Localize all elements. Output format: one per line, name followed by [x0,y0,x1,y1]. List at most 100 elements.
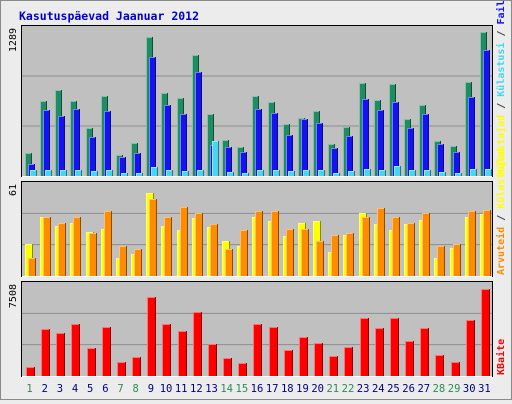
bar-middle-Arvuteid-day-21-fill [331,235,339,276]
bar-top-Faile-day-11-fill [180,114,187,176]
bar-top-Külastusi-day-12-fill [197,170,204,176]
bar-top-Faile-day-16 [255,109,262,176]
bar-top-Faile-day-15-fill [240,152,247,176]
bar-middle-Arvuteid-day-3 [58,223,66,276]
bar-bottom-KBaite-day-5 [87,348,96,376]
panel-bottom-legend: KBaite [495,339,507,375]
bar-bottom-KBaite-day-7-fill [117,362,126,376]
bar-middle-Arvuteid-day-22 [346,233,354,276]
bar-top-Faile-day-10-fill [164,105,171,176]
legend-segment: / [496,24,507,42]
bar-middle-Arvuteid-day-16 [255,211,263,276]
x-tick-label: 26 [402,383,415,395]
bar-top-Külastusi-day-22-fill [348,171,355,176]
legend-segment: KBaite [495,339,507,375]
bar-middle-Arvuteid-day-12-fill [195,213,203,276]
bar-middle-Arvuteid-day-10-fill [164,217,172,276]
bar-top-Külastusi-day-1 [30,170,37,176]
bar-middle-Arvuteid-day-11-fill [180,207,188,276]
bar-top-Külastusi-day-27 [424,170,431,176]
bar-middle-Arvuteid-day-26-fill [407,223,415,276]
x-tick-label: 6 [102,383,108,395]
legend-segment: / [496,97,507,115]
bar-middle-Arvuteid-day-17 [271,211,279,276]
panel-top-legend: Külastajad / Külastusi / Faile / Pöördum… [495,0,507,175]
bar-top-Külastusi-day-22 [348,171,355,176]
x-tick-label: 30 [463,383,476,395]
bar-bottom-KBaite-day-14-fill [223,358,232,376]
bar-middle-Arvuteid-day-15 [240,230,248,276]
bar-middle-Arvuteid-day-31 [483,210,491,276]
x-tick-label: 13 [205,383,218,395]
bar-middle-Arvuteid-day-20 [316,241,324,276]
bar-bottom-KBaite-day-18 [284,350,293,376]
bar-bottom-KBaite-day-15-fill [238,363,247,376]
bar-top-Faile-day-21-fill [331,148,338,176]
bar-bottom-KBaite-day-16 [253,324,262,376]
bar-middle-Arvuteid-day-31-fill [483,210,491,276]
legend-segment: / [496,209,507,227]
bar-middle-Arvuteid-day-7 [119,246,127,276]
x-tick-label: 10 [160,383,173,395]
bar-middle-Arvuteid-day-10 [164,217,172,276]
bar-middle-Arvuteid-day-7-fill [119,246,127,276]
bar-bottom-KBaite-day-26 [405,341,414,376]
bar-top-Külastusi-day-28-fill [439,172,446,176]
bar-bottom-KBaite-day-30-fill [466,320,475,376]
bar-top-Külastusi-day-27-fill [424,170,431,176]
bar-top-Külastusi-day-5-fill [91,171,98,176]
bar-middle-Arvuteid-day-24-fill [377,208,385,276]
bar-top-Külastusi-day-19-fill [303,170,310,176]
bar-top-Külastusi-day-25-fill [394,166,401,176]
bar-top-Külastusi-day-10-fill [166,170,173,176]
bar-top-Külastusi-day-20 [318,170,325,176]
bar-bottom-KBaite-day-20-fill [314,343,323,376]
bar-middle-Arvuteid-day-1 [28,258,36,276]
bar-middle-Arvuteid-day-4-fill [73,217,81,276]
bar-middle-Arvuteid-day-28 [437,246,445,276]
legend-segment: Külastajad [495,115,507,175]
bar-bottom-KBaite-day-27-fill [420,328,429,376]
bar-top-Külastusi-day-25 [394,166,401,176]
x-tick-label: 25 [387,383,400,395]
bar-top-Külastusi-day-28 [439,172,446,176]
bar-middle-Arvuteid-day-20-fill [316,241,324,276]
x-tick-label: 24 [372,383,385,395]
x-tick-label: 29 [448,383,461,395]
x-tick-label: 23 [357,383,370,395]
bar-middle-Arvuteid-day-1-fill [28,258,36,276]
bar-bottom-KBaite-day-17-fill [269,327,278,376]
bar-top-Faile-day-9 [149,57,156,176]
bar-middle-Arvuteid-day-3-fill [58,223,66,276]
bar-top-Külastusi-day-24-fill [379,170,386,176]
bar-top-Faile-day-29 [453,152,460,176]
bar-middle-Arvuteid-day-23 [362,217,370,276]
bar-top-Külastusi-day-31-fill [485,169,492,176]
bar-bottom-KBaite-day-6 [102,327,111,376]
x-tick-label: 3 [57,383,63,395]
bar-top-Faile-day-5 [89,137,96,176]
bar-top-Faile-day-17-fill [271,113,278,176]
legend-segment: Külastusi [495,43,507,97]
x-tick-label: 16 [251,383,264,395]
bar-top-Faile-day-19 [301,119,308,176]
bar-top-Külastusi-day-9-fill [151,167,158,176]
bar-top-Faile-day-4-fill [73,109,80,176]
bar-bottom-KBaite-day-31-fill [481,289,490,376]
bar-middle-Arvuteid-day-24 [377,208,385,276]
bar-bottom-KBaite-day-31 [481,289,490,376]
bar-middle-Arvuteid-day-18 [286,229,294,276]
bar-bottom-KBaite-day-17 [269,327,278,376]
panel-bottom-ymax-label: 7508 [8,284,19,308]
bar-top-Faile-day-12 [195,72,202,176]
bar-middle-Arvuteid-day-2-fill [43,217,51,276]
bar-bottom-KBaite-day-3 [56,333,65,376]
bar-top-Külastusi-day-21-fill [333,173,340,176]
bar-bottom-KBaite-day-29-fill [451,362,460,376]
bar-middle-Arvuteid-day-8 [134,249,142,276]
bar-middle-Arvuteid-day-27-fill [422,213,430,276]
x-tick-label: 2 [42,383,48,395]
bar-bottom-KBaite-day-8-fill [132,357,141,376]
